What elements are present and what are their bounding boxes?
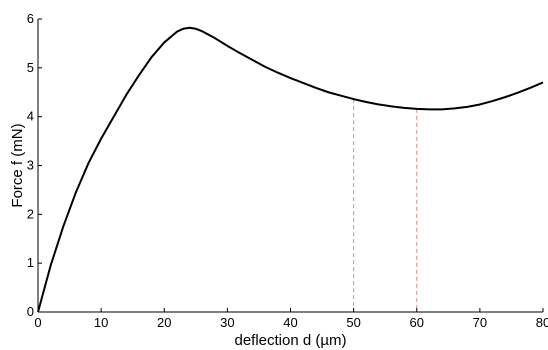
y-tick-label: 4 — [27, 109, 34, 124]
x-tick-label: 0 — [34, 315, 41, 330]
x-tick-label: 60 — [410, 315, 424, 330]
x-tick-label: 30 — [220, 315, 234, 330]
y-tick-label: 3 — [27, 158, 34, 173]
y-tick-label: 1 — [27, 255, 34, 270]
x-tick-label: 20 — [157, 315, 171, 330]
x-tick-label: 50 — [346, 315, 360, 330]
x-tick-label: 80 — [536, 315, 548, 330]
y-tick-label: 0 — [27, 304, 34, 319]
x-tick-labels: 0 10 20 30 40 50 60 70 80 — [34, 315, 548, 330]
reference-lines — [353, 99, 418, 312]
y-tick-labels: 0 1 2 3 4 5 6 — [27, 11, 34, 319]
y-tick-label: 5 — [27, 60, 34, 75]
y-tick-label: 2 — [27, 206, 34, 221]
force-curve-line — [37, 26, 544, 313]
x-tick-label: 10 — [94, 315, 108, 330]
y-axis-label: Force f (mN) — [9, 123, 26, 207]
x-tick-label: 70 — [473, 315, 487, 330]
x-tick-label: 40 — [283, 315, 297, 330]
data-series — [37, 26, 544, 313]
y-tick-label: 6 — [27, 11, 34, 26]
x-axis-label: deflection d (µm) — [234, 332, 346, 349]
tick-marks — [37, 18, 544, 313]
